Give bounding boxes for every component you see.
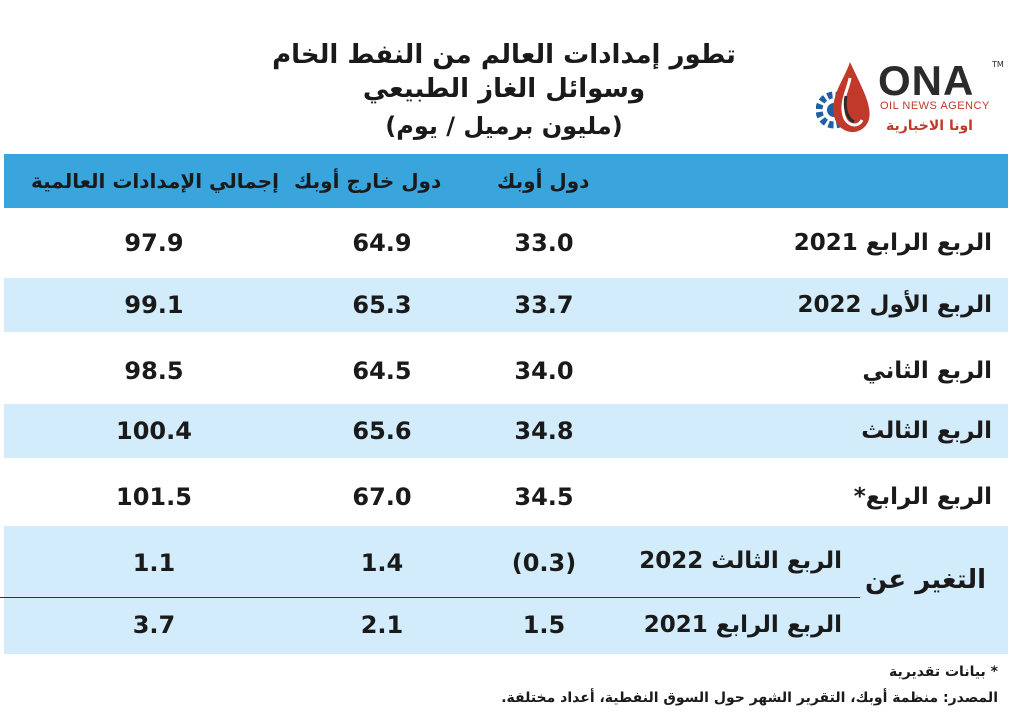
cell-total: 100.4	[116, 417, 192, 445]
table-row: 98.5 64.5 34.0 الربع الثاني	[4, 344, 1008, 398]
row-label: الربع الثالث	[861, 418, 992, 444]
row-label: الربع الأول 2022	[797, 292, 992, 318]
cell-total: 97.9	[124, 229, 184, 257]
cell-non-opec: 65.6	[352, 417, 412, 445]
column-header-total: إجمالي الإمدادات العالمية	[31, 169, 279, 193]
logo-arabic-name: اونا الاخبارية	[886, 118, 973, 134]
cell-opec: 34.8	[514, 417, 574, 445]
cell-total: 3.7	[132, 611, 176, 639]
cell-opec: 33.0	[514, 229, 574, 257]
table-row: 97.9 64.9 33.0 الربع الرابع 2021	[4, 216, 1008, 270]
cell-total: 98.5	[124, 357, 184, 385]
column-header-opec: دول أوبك	[497, 169, 590, 193]
cell-non-opec: 1.4	[360, 549, 404, 577]
row-label: الربع الرابع*	[853, 484, 992, 510]
cell-opec: 34.0	[514, 357, 574, 385]
change-row-label: الربع الرابع 2021	[643, 612, 842, 638]
footnote-estimate: * بيانات تقديرية	[888, 664, 998, 680]
cell-opec: 33.7	[514, 291, 574, 319]
footnote-source: المصدر: منظمة أوبك، التقرير الشهر حول ال…	[501, 690, 998, 706]
cell-opec: 1.5	[522, 611, 566, 639]
cell-non-opec: 67.0	[352, 483, 412, 511]
cell-non-opec: 64.9	[352, 229, 412, 257]
change-divider	[0, 597, 860, 598]
logo-wordmark: ONA	[878, 57, 975, 104]
cell-total: 1.1	[132, 549, 176, 577]
row-label: الربع الرابع 2021	[793, 230, 992, 256]
cell-non-opec: 64.5	[352, 357, 412, 385]
row-label: الربع الثاني	[862, 358, 992, 384]
table-row: 99.1 65.3 33.7 الربع الأول 2022	[4, 278, 1008, 332]
title-line-2-units: (مليون برميل / يوم)	[385, 112, 623, 140]
table-row: 100.4 65.6 34.8 الربع الثالث	[4, 404, 1008, 458]
cell-opec: (0.3)	[511, 549, 577, 577]
table-row: 101.5 67.0 34.5 الربع الرابع*	[4, 470, 1008, 524]
change-row-label: الربع الثالث 2022	[639, 548, 842, 574]
cell-non-opec: 2.1	[360, 611, 404, 639]
cell-non-opec: 65.3	[352, 291, 412, 319]
cell-total: 101.5	[116, 483, 192, 511]
table-header-row: إجمالي الإمدادات العالمية دول خارج أوبك …	[4, 154, 1008, 208]
cell-total: 99.1	[124, 291, 184, 319]
change-block: 1.1 1.4 (0.3) الربع الثالث 2022 3.7 2.1 …	[4, 526, 1008, 654]
column-header-non-opec: دول خارج أوبك	[294, 169, 442, 193]
cell-opec: 34.5	[514, 483, 574, 511]
ona-logo: ONA TM OIL NEWS AGENCY اونا الاخبارية	[816, 58, 1006, 148]
oil-drop-gear-icon	[816, 62, 870, 133]
logo-trademark: TM	[992, 60, 1004, 69]
title-line-1: تطور إمدادات العالم من النفط الخام وسوائ…	[272, 40, 736, 104]
logo-agency-text: OIL NEWS AGENCY	[880, 100, 990, 112]
change-label: التغير عن	[865, 565, 986, 595]
chart-title: تطور إمدادات العالم من النفط الخام وسوائ…	[224, 38, 784, 142]
